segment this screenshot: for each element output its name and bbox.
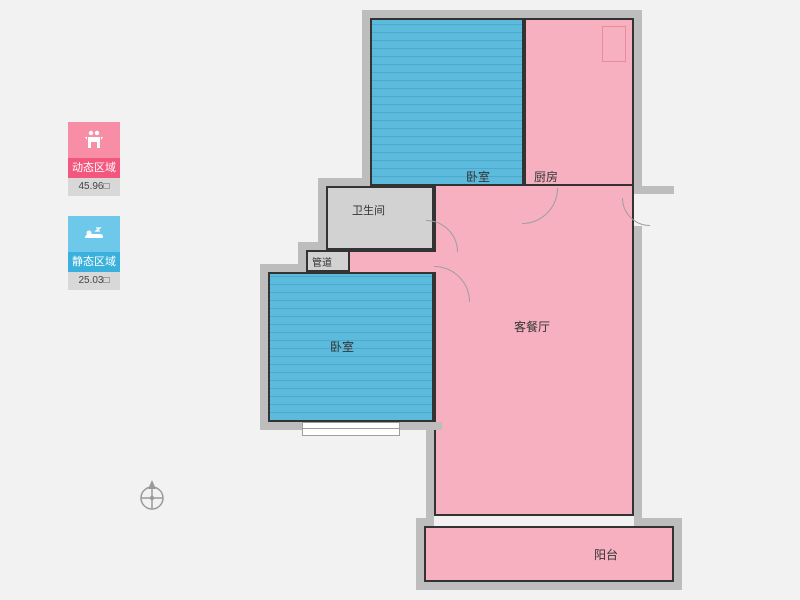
room-balcony bbox=[424, 526, 674, 582]
window bbox=[302, 422, 400, 436]
room-bedroom-top bbox=[370, 18, 524, 186]
label-bedroom-left: 卧室 bbox=[330, 338, 354, 355]
outer-wall bbox=[364, 10, 640, 18]
kitchen-detail bbox=[602, 26, 626, 62]
outer-wall bbox=[634, 226, 642, 526]
label-bathroom: 卫生间 bbox=[352, 202, 385, 218]
outer-wall bbox=[260, 264, 268, 430]
legend-static-value: 25.03□ bbox=[68, 272, 120, 290]
people-icon bbox=[68, 122, 120, 158]
label-bedroom-top: 卧室 bbox=[466, 168, 490, 185]
room-bathroom bbox=[326, 186, 434, 250]
label-pipe: 管道 bbox=[312, 254, 332, 269]
outer-wall bbox=[318, 178, 326, 250]
label-balcony: 阳台 bbox=[594, 546, 618, 563]
outer-wall bbox=[674, 518, 682, 590]
legend-static-label: 静态区域 bbox=[68, 252, 120, 272]
outer-wall bbox=[362, 10, 370, 186]
label-living: 客餐厅 bbox=[514, 318, 550, 335]
compass-icon bbox=[134, 476, 170, 517]
room-living-ext bbox=[350, 250, 436, 272]
outer-wall bbox=[634, 10, 642, 194]
legend-dynamic-label: 动态区域 bbox=[68, 158, 120, 178]
legend-dynamic-value: 45.96□ bbox=[68, 178, 120, 196]
zone-legend: 动态区域 45.96□ 静态区域 25.03□ bbox=[68, 122, 120, 310]
room-living bbox=[434, 186, 634, 516]
sleep-icon bbox=[68, 216, 120, 252]
outer-wall bbox=[260, 422, 302, 430]
outer-wall bbox=[400, 422, 442, 430]
outer-wall bbox=[426, 422, 434, 526]
outer-wall bbox=[416, 518, 424, 590]
outer-wall bbox=[634, 186, 674, 194]
legend-dynamic: 动态区域 45.96□ bbox=[68, 122, 120, 196]
legend-static: 静态区域 25.03□ bbox=[68, 216, 120, 290]
label-kitchen: 厨房 bbox=[534, 168, 558, 185]
window-line bbox=[302, 428, 400, 429]
outer-wall bbox=[416, 582, 682, 590]
floorplan: 卧室 厨房 卫生间 管道 卧室 客餐厅 阳台 bbox=[268, 18, 728, 582]
